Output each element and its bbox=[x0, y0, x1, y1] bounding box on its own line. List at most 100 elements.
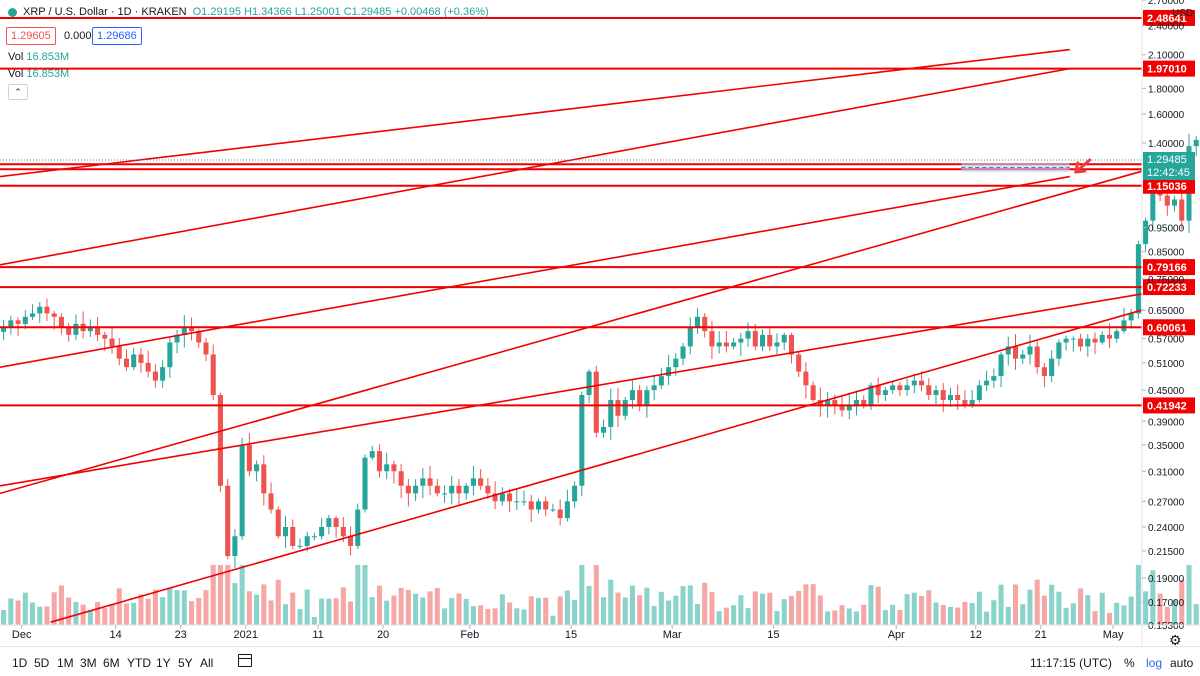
volume-bar bbox=[947, 606, 953, 625]
sell-price-button[interactable]: 1.29605 bbox=[6, 27, 56, 45]
price-tick-label: 0.24000 bbox=[1148, 523, 1185, 534]
volume-bar bbox=[528, 596, 534, 625]
candle-body bbox=[138, 354, 144, 363]
volume-bar bbox=[1063, 607, 1069, 625]
range-1d[interactable]: 1D bbox=[12, 656, 28, 670]
candle-body bbox=[232, 536, 238, 557]
highlight-zone bbox=[961, 163, 1070, 173]
candle-body bbox=[919, 380, 925, 386]
candle-body bbox=[1063, 338, 1069, 343]
volume-bar bbox=[1056, 591, 1062, 625]
volume-bar bbox=[420, 597, 426, 625]
candle-body bbox=[694, 316, 701, 328]
candle-body bbox=[673, 358, 679, 368]
price-tick-label: 1.60000 bbox=[1148, 110, 1185, 121]
price-tick-label: 0.51000 bbox=[1148, 359, 1185, 370]
volume-bar bbox=[152, 589, 158, 625]
candle-body bbox=[87, 327, 93, 332]
candle-body bbox=[803, 371, 809, 386]
candle-body bbox=[890, 385, 896, 391]
price-axis[interactable]: 2.486411.970101.241191.150360.791660.722… bbox=[1141, 0, 1195, 645]
volume-bar bbox=[861, 604, 867, 625]
candle-body bbox=[926, 385, 932, 396]
auto-toggle[interactable]: auto bbox=[1170, 656, 1194, 670]
time-tick-label: 15 bbox=[767, 629, 779, 641]
buy-price-button[interactable]: 1.29686 bbox=[92, 27, 142, 45]
candle-body bbox=[217, 395, 223, 486]
volume-bar bbox=[427, 591, 433, 625]
volume-bar bbox=[752, 591, 758, 625]
candle-body bbox=[723, 342, 729, 347]
candle-body bbox=[326, 518, 332, 527]
level-price-label: 2.48641 bbox=[1147, 13, 1187, 25]
volume-bar bbox=[911, 592, 917, 625]
volume-bar bbox=[456, 593, 462, 625]
candle-body bbox=[499, 493, 505, 502]
volume-bar bbox=[1171, 599, 1178, 625]
range-3m[interactable]: 3M bbox=[80, 656, 97, 670]
candle-body bbox=[333, 518, 339, 527]
candle-body bbox=[651, 385, 657, 391]
candle-body bbox=[1106, 334, 1113, 339]
volume-bar bbox=[781, 599, 787, 625]
utc-clock[interactable]: 11:17:15 (UTC) bbox=[1030, 656, 1112, 670]
volume-bar bbox=[1135, 565, 1141, 625]
support-resistance-lines bbox=[0, 16, 1142, 407]
price-tick-label: 0.57000 bbox=[1148, 335, 1185, 346]
range-all[interactable]: All bbox=[200, 656, 214, 670]
candle-body bbox=[839, 405, 845, 411]
gear-icon[interactable]: ⚙ bbox=[1169, 632, 1182, 648]
range-1m[interactable]: 1M bbox=[57, 656, 74, 670]
volume-bar bbox=[890, 604, 896, 625]
volume-bar bbox=[853, 611, 860, 625]
candle-body bbox=[369, 451, 375, 458]
candle-body bbox=[1143, 220, 1149, 245]
candle-body bbox=[1, 327, 7, 332]
candle-body bbox=[622, 400, 628, 416]
candle-body bbox=[947, 395, 953, 401]
range-6m[interactable]: 6M bbox=[103, 656, 120, 670]
volume-bar bbox=[167, 587, 173, 625]
volume-value: 16.853M bbox=[26, 51, 70, 63]
percent-toggle[interactable]: % bbox=[1124, 656, 1135, 670]
log-toggle[interactable]: log bbox=[1146, 656, 1163, 670]
candle-body bbox=[1114, 331, 1120, 339]
volume-bar bbox=[615, 592, 621, 625]
price-tick-label: 0.39000 bbox=[1148, 417, 1185, 428]
candle-body bbox=[376, 451, 382, 472]
candle-body bbox=[210, 354, 216, 396]
volume-bar bbox=[384, 600, 390, 625]
range-5d[interactable]: 5D bbox=[34, 656, 50, 670]
level-price-label: 0.41942 bbox=[1147, 400, 1187, 412]
range-1y[interactable]: 1Y bbox=[156, 656, 171, 670]
collapse-legend-button[interactable]: ⌃ bbox=[8, 84, 28, 100]
candle-body bbox=[398, 471, 404, 486]
symbol-status-icon bbox=[8, 7, 17, 17]
calendar-icon[interactable] bbox=[238, 654, 252, 667]
candle-body bbox=[1099, 334, 1105, 343]
candle-body bbox=[666, 367, 672, 377]
level-price-tag bbox=[1143, 397, 1195, 414]
volume-bar bbox=[846, 608, 852, 625]
candle-body bbox=[189, 327, 195, 332]
candle-body bbox=[449, 485, 455, 494]
price-tick-label: 0.85000 bbox=[1148, 248, 1185, 259]
time-axis[interactable]: Dec 14 23 2021 11 20 Feb 15 Mar 15 Apr 12 21 May bbox=[0, 624, 1200, 641]
candle-body bbox=[145, 362, 151, 372]
candle-body bbox=[709, 331, 715, 347]
volume-bar bbox=[131, 602, 137, 625]
price-tick-label: 0.19000 bbox=[1148, 574, 1185, 585]
range-ytd[interactable]: YTD bbox=[127, 656, 151, 670]
volume-bar bbox=[485, 608, 491, 625]
range-5y[interactable]: 5Y bbox=[178, 656, 193, 670]
symbol-title[interactable]: XRP / U.S. Dollar · 1D · KRAKEN bbox=[23, 6, 187, 18]
volume-bar bbox=[261, 584, 267, 625]
volume-bar bbox=[564, 590, 570, 625]
candle-body bbox=[311, 536, 317, 538]
candles bbox=[1, 133, 1199, 569]
volume-bar bbox=[1020, 604, 1026, 625]
candle-body bbox=[644, 390, 650, 406]
price-chart[interactable]: 2.486411.970101.241191.150360.791660.722… bbox=[0, 0, 1200, 645]
candle-body bbox=[1005, 346, 1011, 355]
volume-bar bbox=[333, 598, 339, 625]
